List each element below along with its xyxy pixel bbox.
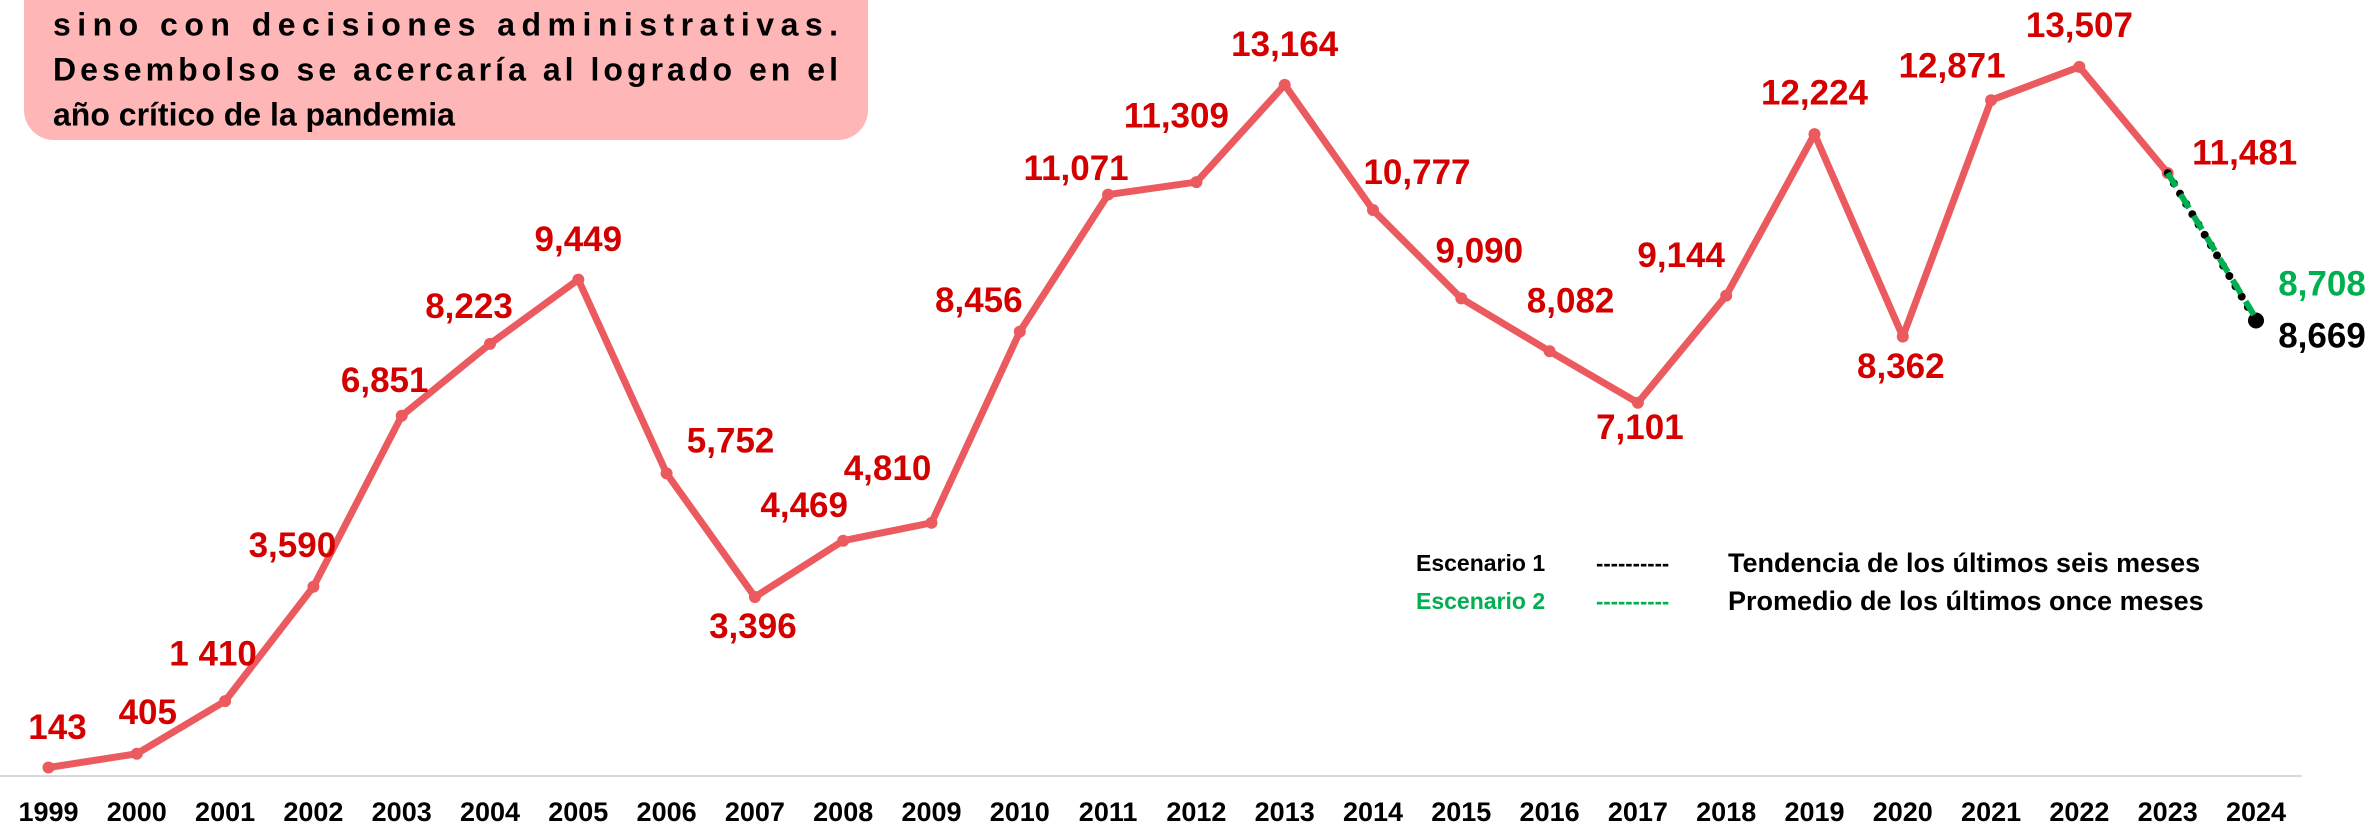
x-tick-label: 2009 — [901, 797, 961, 825]
x-tick-label: 2020 — [1873, 797, 1933, 825]
data-label: 9,144 — [1637, 236, 1725, 275]
x-tick-label: 2008 — [813, 797, 873, 825]
point — [1278, 78, 1291, 91]
x-tick-label: 2003 — [372, 797, 432, 825]
x-tick-label: 1999 — [18, 797, 78, 825]
legend-line: ---------- — [1596, 589, 1669, 614]
data-label: 405 — [119, 693, 177, 732]
data-label: 8,362 — [1857, 347, 1945, 386]
legend-name: Escenario 2 — [1416, 588, 1545, 614]
x-tick-label: 2011 — [1079, 797, 1138, 825]
data-label: 12,224 — [1761, 73, 1869, 112]
x-tick-label: 2021 — [1961, 797, 2021, 825]
data-label: 4,469 — [760, 486, 848, 525]
x-tick-label: 2004 — [460, 797, 520, 825]
x-tick-label: 2016 — [1520, 797, 1580, 825]
data-label: 1 410 — [169, 634, 257, 673]
annotation-line: sino con decisiones administrativas. — [53, 6, 838, 42]
data-label: 12,871 — [1899, 46, 2006, 85]
x-tick-label: 2001 — [195, 797, 255, 825]
point — [572, 273, 585, 286]
data-label: 3,396 — [709, 607, 797, 646]
data-label: 13,164 — [1231, 25, 1339, 64]
point — [660, 467, 673, 480]
point — [1190, 176, 1203, 189]
point — [1808, 128, 1821, 141]
data-label: 143 — [28, 708, 86, 747]
data-label: 3,590 — [249, 526, 337, 565]
point — [1896, 330, 1909, 343]
x-tick-label: 2024 — [2226, 797, 2286, 825]
point — [1631, 396, 1644, 409]
x-tick-label: 2002 — [283, 797, 343, 825]
point — [219, 695, 232, 708]
x-tick-label: 2005 — [548, 797, 608, 825]
annotation-box — [24, 0, 868, 140]
data-label: 11,309 — [1124, 96, 1229, 135]
point — [2248, 312, 2264, 329]
data-label: 9,090 — [1436, 232, 1524, 271]
x-tick-label: 2018 — [1696, 797, 1756, 825]
data-label: 4,810 — [844, 449, 932, 488]
point — [42, 761, 55, 774]
point — [925, 516, 938, 529]
data-label: 11,071 — [1024, 149, 1129, 188]
point — [2073, 60, 2086, 73]
legend-line: ---------- — [1596, 551, 1669, 576]
point — [1455, 292, 1468, 305]
point — [1367, 203, 1379, 216]
data-label: 10,777 — [1363, 153, 1470, 192]
x-tick-label: 2023 — [2138, 797, 2198, 825]
point — [1720, 289, 1733, 302]
x-tick-label: 2014 — [1343, 797, 1403, 825]
x-tick-label: 2010 — [990, 797, 1050, 825]
x-tick-label: 2007 — [725, 797, 785, 825]
legend-desc: Promedio de los últimos once meses — [1728, 586, 2204, 616]
data-label: 6,851 — [341, 361, 429, 400]
data-label: 5,752 — [687, 422, 775, 461]
x-tick-label: 2015 — [1431, 797, 1491, 825]
x-tick-label: 2000 — [107, 797, 167, 825]
x-tick-label: 2013 — [1255, 797, 1315, 825]
x-tick-label: 2019 — [1784, 797, 1844, 825]
point — [1013, 325, 1026, 338]
x-tick-label: 2006 — [637, 797, 697, 825]
x-tick-label: 2017 — [1608, 797, 1668, 825]
point — [748, 590, 761, 603]
data-label: 8,669 — [2278, 317, 2366, 356]
point — [1102, 188, 1115, 201]
data-label: 13,507 — [2026, 6, 2133, 45]
line-2 — [2165, 171, 2259, 321]
point — [395, 409, 408, 422]
data-label: 8,223 — [425, 287, 513, 326]
data-label: 8,708 — [2278, 265, 2366, 304]
data-label: 7,101 — [1596, 408, 1684, 447]
point — [1543, 345, 1556, 358]
x-tick-label: 2012 — [1166, 797, 1226, 825]
data-label: 8,082 — [1527, 282, 1615, 321]
x-tick-label: 2022 — [2049, 797, 2109, 825]
point — [130, 747, 143, 760]
point — [484, 337, 496, 350]
point — [1985, 94, 1998, 107]
legend-name: Escenario 1 — [1416, 550, 1545, 576]
data-label: 9,449 — [535, 220, 623, 259]
legend-desc: Tendencia de los últimos seis meses — [1728, 548, 2200, 578]
annotation-line: año crítico de la pandemia — [53, 96, 455, 132]
point — [307, 580, 320, 593]
point — [837, 534, 850, 547]
annotation-line: Desembolso se acercaría al logrado en el — [53, 51, 838, 87]
data-label: 11,481 — [2192, 133, 2297, 172]
data-label: 8,456 — [935, 281, 1023, 320]
